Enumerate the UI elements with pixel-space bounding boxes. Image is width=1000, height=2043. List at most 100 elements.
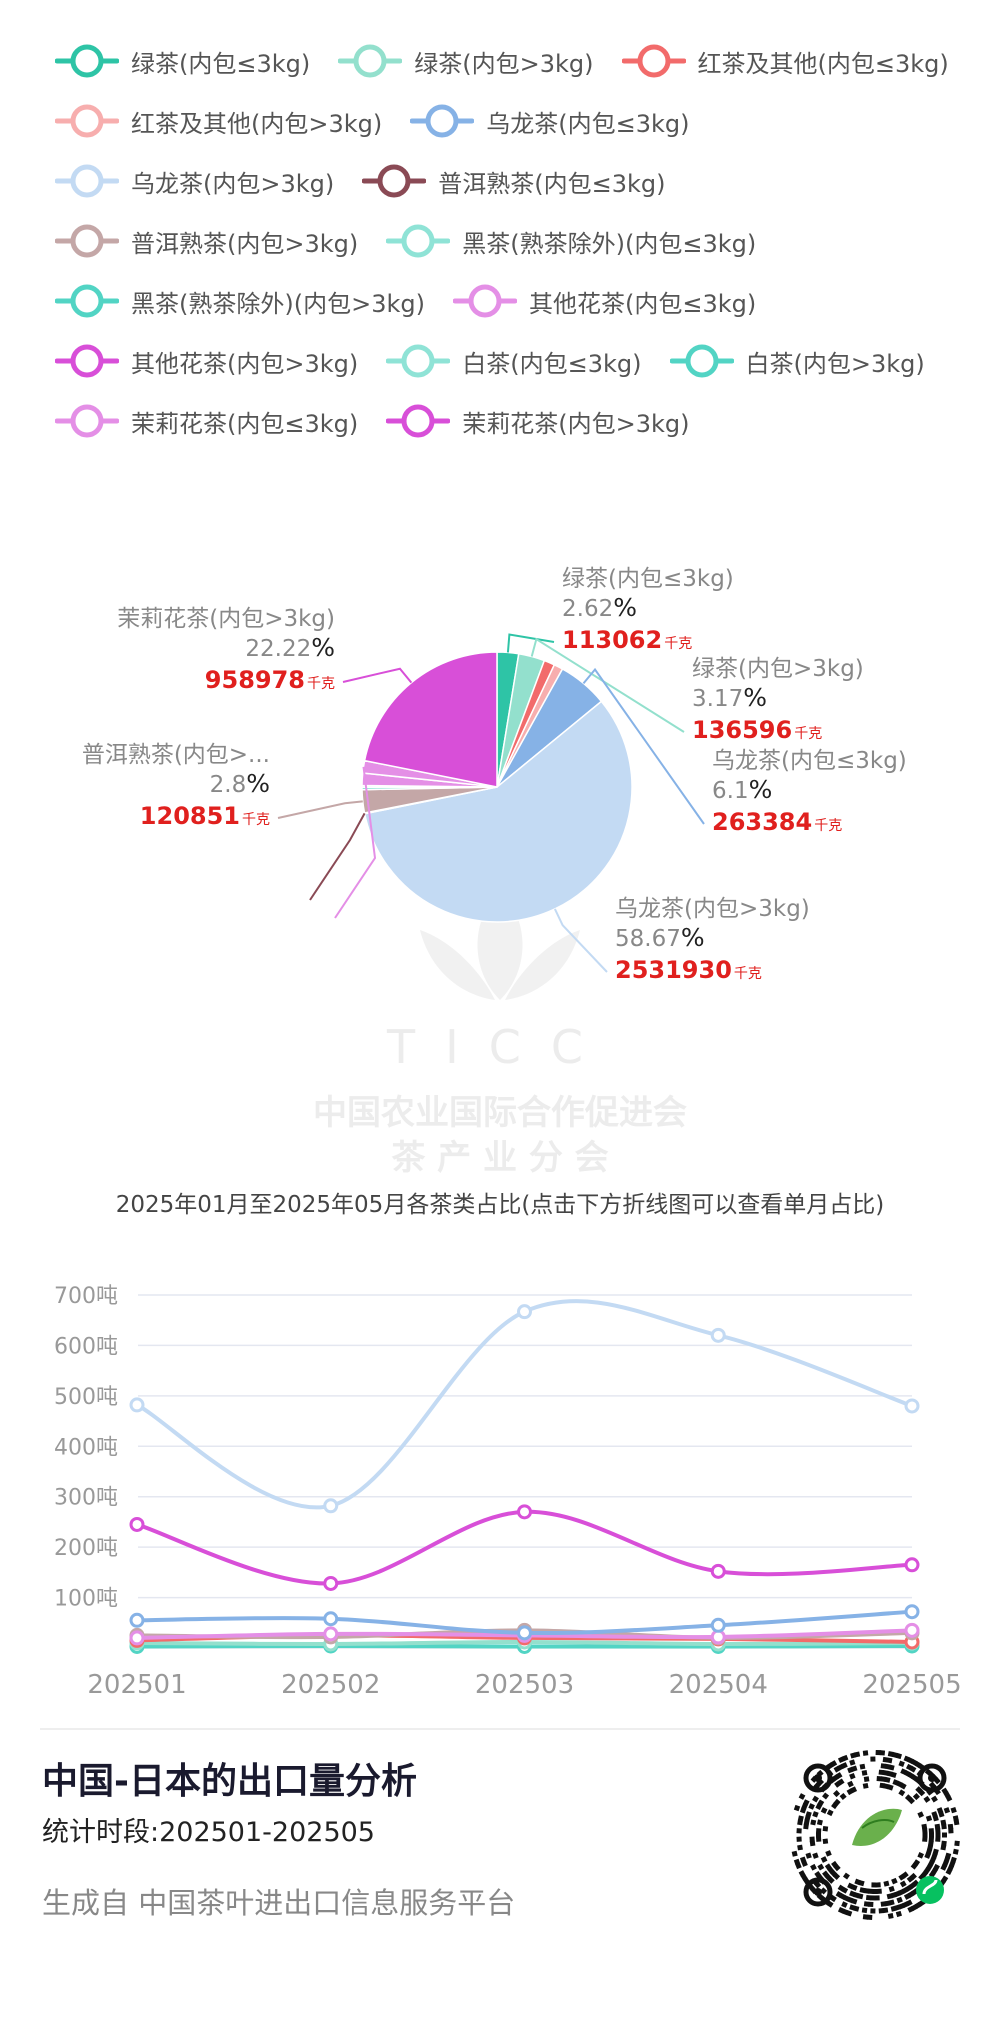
pie-slice[interactable] (363, 700, 633, 923)
pie-percent-value: 2.8 (210, 772, 247, 798)
legend-item[interactable]: 普洱熟茶(内包≤3kg) (362, 162, 666, 200)
qr-dot (833, 1790, 841, 1798)
qr-dot (863, 1776, 870, 1782)
legend-item[interactable]: 其他花茶(内包≤3kg) (452, 282, 756, 320)
data-point[interactable] (323, 1611, 339, 1627)
data-point[interactable] (904, 1604, 920, 1620)
pie-slice-name: 乌龙茶(内包>3kg) (615, 896, 810, 922)
qr-dot (862, 1914, 869, 1920)
data-point[interactable] (323, 1498, 339, 1514)
qr-dot (814, 1871, 822, 1878)
legend-item[interactable]: 茉莉花茶(内包>3kg) (386, 402, 690, 440)
report-source: 生成自 中国茶叶进出口信息服务平台 (42, 1886, 516, 1920)
pie-leader-line (277, 800, 363, 819)
legend-item[interactable]: 黑茶(熟茶除外)(内包≤3kg) (386, 222, 756, 260)
qr-dot (842, 1872, 850, 1880)
data-point[interactable] (517, 1304, 532, 1320)
qr-dot (887, 1784, 894, 1791)
qr-dot (862, 1782, 869, 1789)
qr-dot (952, 1815, 959, 1822)
data-point[interactable] (904, 1398, 920, 1414)
data-point[interactable] (710, 1617, 726, 1633)
pie-slice-name: 乌龙茶(内包≤3kg) (712, 748, 907, 774)
data-point[interactable] (129, 1630, 145, 1646)
legend-item[interactable]: 绿茶(内包>3kg) (338, 42, 594, 80)
data-point[interactable] (517, 1625, 532, 1641)
qr-dot (871, 1882, 877, 1888)
data-point[interactable] (323, 1575, 339, 1591)
qr-dot (791, 1850, 798, 1857)
qr-dot (884, 1776, 891, 1783)
report-title: 中国-日本的出口量分析 (42, 1761, 417, 1802)
pie-percent-value: 58.67 (615, 926, 681, 952)
pie-slice[interactable] (363, 651, 498, 788)
mini-program-qr-code[interactable] (790, 1750, 960, 1920)
legend-item[interactable]: 乌龙茶(内包>3kg) (55, 162, 334, 200)
legend-item[interactable]: 黑茶(熟茶除外)(内包>3kg) (55, 282, 425, 320)
qr-dot (816, 1832, 821, 1838)
data-point[interactable] (710, 1327, 726, 1343)
qr-dot (938, 1811, 945, 1818)
legend-item[interactable]: 红茶及其他(内包≤3kg) (621, 42, 949, 80)
y-tick-label: 600吨 (54, 1334, 118, 1359)
qr-dot (890, 1771, 897, 1778)
data-point[interactable] (129, 1612, 145, 1628)
legend-item[interactable]: 绿茶(内包≤3kg) (55, 42, 310, 80)
legend-marker-icon (55, 344, 119, 378)
legend-item[interactable]: 乌龙茶(内包≤3kg) (410, 102, 690, 140)
legend-item[interactable]: 红茶及其他(内包>3kg) (55, 102, 382, 140)
qr-dot (899, 1782, 907, 1790)
qr-dot (953, 1819, 960, 1826)
qr-dot (805, 1852, 812, 1859)
legend-marker-icon (669, 344, 734, 378)
qr-dot (859, 1887, 866, 1894)
qr-dot (805, 1811, 812, 1818)
pie-chart[interactable]: 绿茶(内包≤3kg)2.62%113062 千克绿茶(内包>3kg)3.17%13… (0, 540, 1000, 980)
qr-dot (882, 1756, 889, 1763)
qr-dot (841, 1754, 849, 1762)
legend-label: 茉莉花茶(内包>3kg) (462, 409, 690, 438)
pie-leader-line (309, 812, 366, 901)
data-point[interactable] (129, 1516, 145, 1532)
pie-value-unit: 千克 (794, 726, 822, 742)
qr-dot (888, 1764, 895, 1771)
qr-dot (862, 1750, 869, 1756)
x-tick-label: 202501 (87, 1670, 186, 1700)
qr-dot (935, 1832, 941, 1838)
qr-dot (816, 1819, 823, 1826)
line-chart[interactable]: 100吨 200吨 300吨 400吨 500吨 600吨 700吨 202501 202502… (0, 1270, 1000, 1710)
qr-dot (822, 1825, 829, 1832)
qr-dot (907, 1797, 915, 1805)
qr-dot (849, 1759, 856, 1766)
legend-marker-icon (55, 284, 119, 318)
qr-dot (854, 1878, 861, 1886)
data-point[interactable] (904, 1557, 920, 1573)
qr-dot (899, 1880, 907, 1888)
legend-item[interactable]: 白茶(内包≤3kg) (386, 342, 642, 380)
legend-item[interactable]: 其他花茶(内包>3kg) (55, 342, 358, 380)
qr-dot (928, 1836, 935, 1842)
qr-dot (891, 1877, 898, 1885)
qr-dot (928, 1840, 934, 1847)
qr-dot (822, 1870, 830, 1878)
legend-label: 普洱熟茶(内包≤3kg) (438, 169, 666, 198)
series-line[interactable] (136, 1299, 913, 1510)
pie-value-unit: 千克 (734, 966, 762, 980)
legend-item[interactable]: 茉莉花茶(内包≤3kg) (55, 402, 358, 440)
qr-dot (929, 1832, 934, 1838)
legend-item[interactable]: 普洱熟茶(内包>3kg) (55, 222, 358, 260)
pie-slice-name: 绿茶(内包>3kg) (692, 656, 864, 682)
data-point[interactable] (517, 1504, 532, 1520)
pie-leader-line (506, 633, 555, 653)
data-point[interactable] (323, 1626, 339, 1642)
legend-item[interactable]: 白茶(内包>3kg) (669, 342, 925, 380)
qr-dot (812, 1852, 819, 1859)
qr-dot (898, 1873, 906, 1881)
data-point[interactable] (904, 1622, 920, 1638)
data-point[interactable] (129, 1397, 145, 1413)
y-tick-label: 400吨 (54, 1435, 118, 1460)
qr-dot (884, 1900, 891, 1907)
pie-leader-line (342, 667, 413, 684)
data-point[interactable] (710, 1563, 726, 1579)
qr-dot (880, 1901, 887, 1907)
